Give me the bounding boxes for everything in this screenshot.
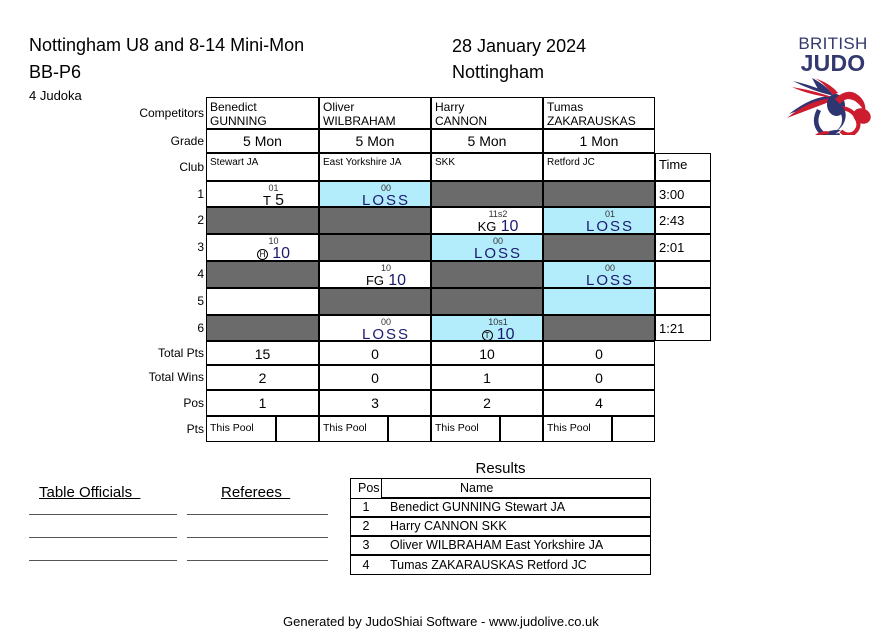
svg-text:JUDO: JUDO	[801, 50, 866, 76]
